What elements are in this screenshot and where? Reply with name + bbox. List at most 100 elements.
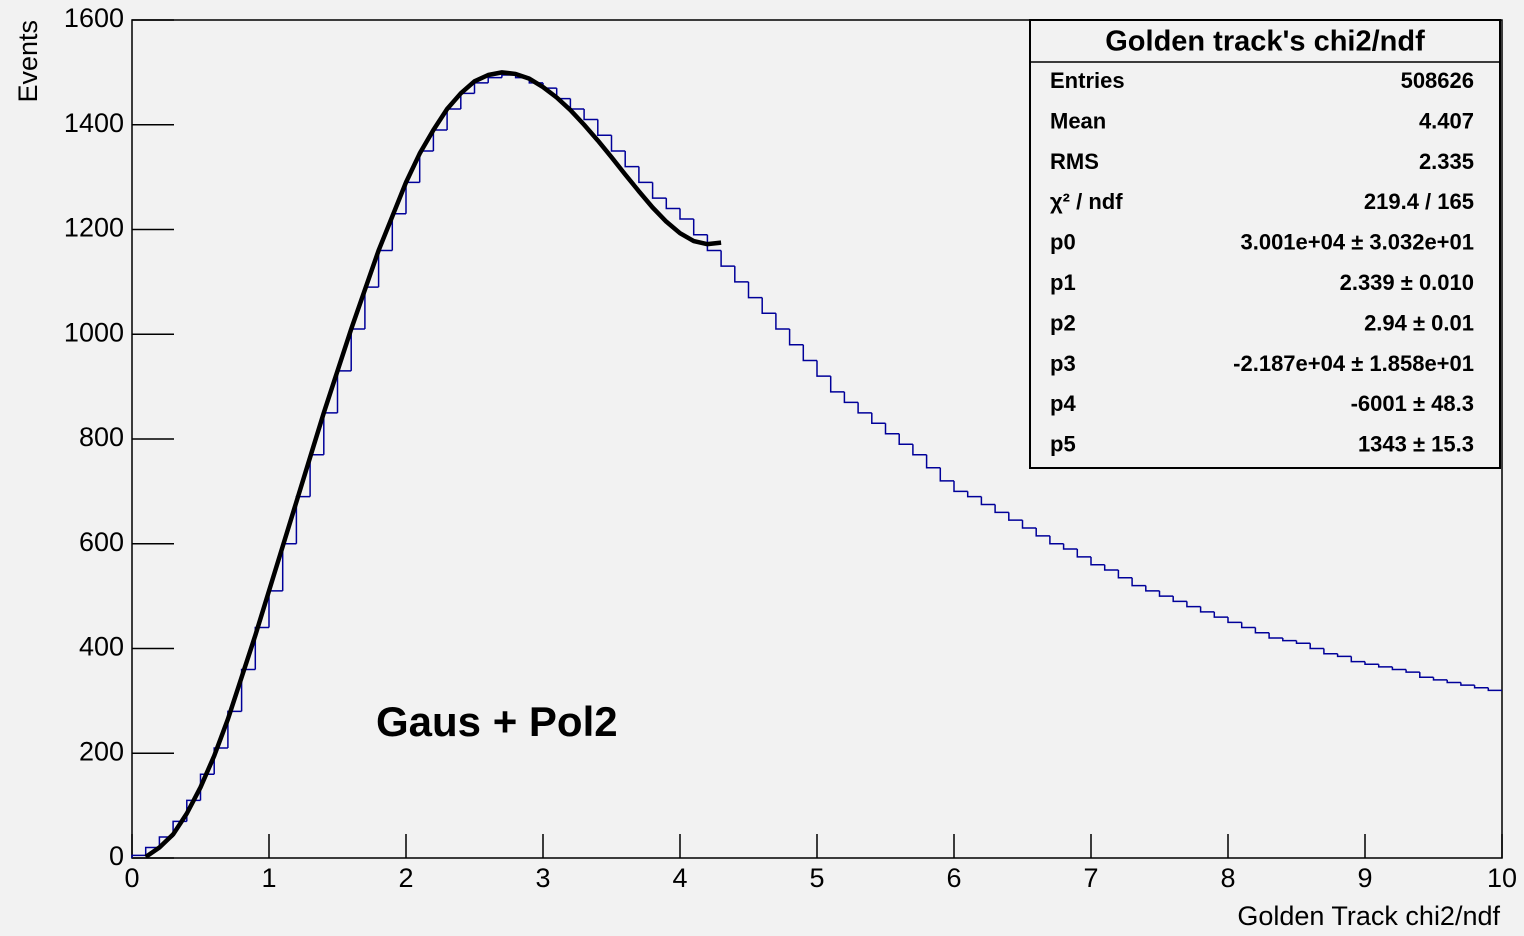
- stats-label: RMS: [1050, 149, 1099, 174]
- histogram-bin: [1295, 640, 1311, 645]
- x-tick-label: 4: [672, 863, 687, 893]
- histogram-bin: [1405, 669, 1420, 673]
- histogram-bin: [898, 433, 913, 445]
- histogram-bin: [1199, 606, 1215, 613]
- y-tick-label: 1600: [64, 3, 124, 33]
- histogram-bin: [1227, 617, 1242, 624]
- histogram-bin: [857, 402, 872, 414]
- x-tick-label: 3: [535, 863, 550, 893]
- x-tick-label: 5: [809, 863, 824, 893]
- histogram-bin: [1049, 535, 1064, 545]
- histogram-bin: [1240, 622, 1256, 629]
- stats-label: p1: [1050, 270, 1076, 295]
- histogram-bin: [1473, 685, 1489, 689]
- stats-value: 2.335: [1419, 149, 1474, 174]
- histogram-bin: [679, 208, 694, 220]
- histogram-bin: [775, 313, 790, 330]
- histogram-bin: [1186, 601, 1201, 608]
- y-axis-label: Events: [13, 20, 43, 103]
- stats-value: 4.407: [1419, 108, 1474, 133]
- stats-value: -2.187e+04 ± 1.858e+01: [1233, 351, 1474, 376]
- x-tick-label: 1: [261, 863, 276, 893]
- histogram-bin: [925, 454, 941, 469]
- histogram-bin: [720, 250, 735, 267]
- histogram-bin: [1008, 512, 1023, 521]
- histogram-bin: [144, 846, 160, 856]
- histogram-bin: [1076, 548, 1091, 558]
- histogram-bin: [871, 412, 886, 425]
- stats-label: p5: [1050, 432, 1076, 457]
- histogram-bin: [1131, 577, 1146, 587]
- y-tick-label: 400: [79, 632, 124, 662]
- stats-value: 2.339 ± 0.010: [1340, 270, 1474, 295]
- y-tick-label: 1000: [64, 317, 124, 347]
- histogram-bin: [1282, 638, 1297, 642]
- histogram-bin: [1021, 520, 1037, 529]
- histogram-bin: [227, 710, 242, 749]
- histogram-bin: [1419, 672, 1434, 679]
- stats-value: 3.001e+04 ± 3.032e+01: [1240, 230, 1474, 255]
- histogram-bin: [1172, 596, 1187, 603]
- histogram-bin: [1090, 556, 1105, 566]
- histogram-bin: [487, 76, 502, 83]
- x-tick-label: 0: [124, 863, 139, 893]
- x-tick-label: 2: [398, 863, 413, 893]
- y-tick-label: 1200: [64, 213, 124, 243]
- x-tick-label: 9: [1357, 863, 1372, 893]
- histogram-bin: [254, 626, 269, 670]
- histogram-bin: [651, 182, 667, 199]
- histogram-bin: [1446, 679, 1461, 684]
- histogram-bin: [1213, 611, 1228, 618]
- histogram-bin: [1145, 585, 1160, 592]
- y-tick-label: 600: [79, 527, 124, 557]
- stats-label: χ² / ndf: [1050, 189, 1123, 214]
- histogram-bin: [802, 344, 817, 362]
- histogram-bin: [1364, 661, 1379, 665]
- histogram-bin: [1062, 543, 1078, 550]
- histogram-bin: [131, 854, 146, 858]
- stats-box: [1029, 19, 1501, 469]
- stats-value: 1343 ± 15.3: [1358, 432, 1474, 457]
- y-tick-label: 0: [109, 841, 124, 871]
- annotation: Gaus + Pol2: [376, 698, 618, 745]
- histogram-bin: [213, 747, 228, 775]
- stats-value: -6001 ± 48.3: [1351, 391, 1474, 416]
- histogram-bin: [939, 467, 954, 482]
- histogram-bin: [1350, 656, 1365, 663]
- histogram-bin: [1391, 666, 1407, 671]
- histogram-bin: [829, 376, 845, 393]
- histogram-bin: [1117, 569, 1133, 579]
- stats-value: 2.94 ± 0.01: [1364, 310, 1474, 335]
- histogram-bin: [1323, 648, 1338, 655]
- histogram-bin: [761, 297, 776, 315]
- histogram-bin: [1460, 682, 1475, 686]
- x-tick-label: 7: [1083, 863, 1098, 893]
- stats-label: Mean: [1050, 108, 1106, 133]
- histogram-bin: [966, 491, 982, 498]
- histogram-bin: [912, 444, 927, 456]
- histogram-bin: [706, 234, 722, 252]
- y-tick-label: 1400: [64, 108, 124, 138]
- histogram-bin: [624, 150, 639, 168]
- histogram-bin: [1254, 627, 1270, 634]
- stats-value: 508626: [1401, 68, 1474, 93]
- stats-label: Entries: [1050, 68, 1125, 93]
- histogram-bin: [638, 166, 653, 184]
- stats-label: p2: [1050, 310, 1076, 335]
- x-axis-label: Golden Track chi2/ndf: [1237, 901, 1500, 931]
- histogram-bin: [583, 109, 598, 121]
- histogram-bin: [240, 668, 256, 712]
- histogram-bin: [597, 119, 612, 136]
- histogram-bin: [692, 219, 708, 236]
- histogram-bin: [980, 496, 996, 506]
- histogram-bin: [610, 135, 626, 152]
- histogram-bin: [843, 391, 859, 404]
- histogram-bin: [747, 281, 763, 299]
- stats-title: Golden track's chi2/ndf: [1105, 26, 1425, 58]
- histogram-bin: [1103, 564, 1119, 571]
- histogram-bin: [1377, 664, 1393, 668]
- stats-label: p3: [1050, 351, 1076, 376]
- histogram-bin: [953, 480, 968, 493]
- fit-curve: [144, 70, 722, 859]
